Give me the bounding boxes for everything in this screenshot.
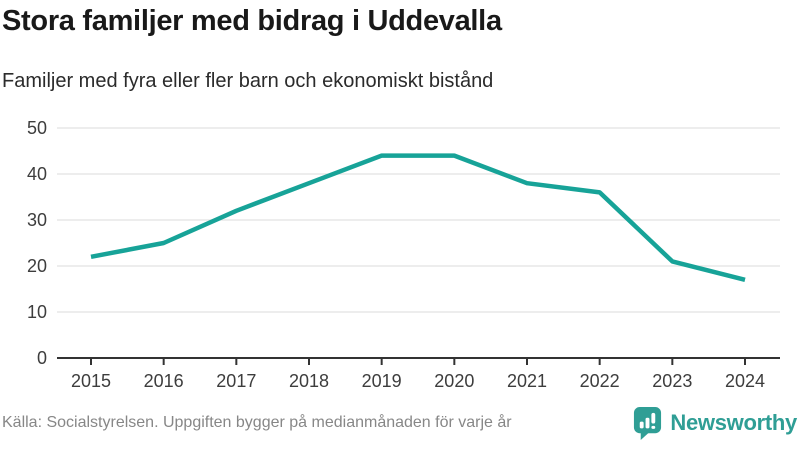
- chart-subtitle: Familjer med fyra eller fler barn och ek…: [2, 70, 494, 92]
- chart-title: Stora familjer med bidrag i Uddevalla: [2, 5, 502, 37]
- y-axis-tick-label: 0: [37, 348, 47, 368]
- newsworthy-logo: Newsworthy: [632, 406, 797, 441]
- y-axis-tick-label: 40: [27, 164, 47, 184]
- y-axis-tick-label: 50: [27, 118, 47, 138]
- line-chart-canvas: 0 10 20 30 40 50 2015 2016 2017 2018 2019 2020 2021 2…: [27, 118, 780, 391]
- x-axis-tick-label: 2018: [289, 371, 329, 391]
- x-axis-tick-label: 2020: [434, 371, 474, 391]
- data-line: [90, 153, 746, 282]
- source-note: Källa: Socialstyrelsen. Uppgiften bygger…: [2, 414, 512, 431]
- newsworthy-logo-icon: [634, 406, 662, 440]
- y-axis-tick-label: 20: [27, 256, 47, 276]
- line-chart: 0 10 20 30 40 50 2015 2016 2017 2018 2019 2020 2021 2…: [0, 110, 800, 402]
- chart-footer: Källa: Socialstyrelsen. Uppgiften bygger…: [0, 406, 800, 450]
- x-axis-tick-label: 2023: [652, 371, 692, 391]
- x-axis-tick-label: 2017: [216, 371, 256, 391]
- x-axis-tick-label: 2022: [580, 371, 620, 391]
- y-axis-tick-label: 30: [27, 210, 47, 230]
- x-axis-tick-label: 2024: [725, 371, 765, 391]
- x-axis-tick-label: 2016: [144, 371, 184, 391]
- newsworthy-logo-text: Newsworthy: [670, 410, 797, 435]
- y-axis-tick-label: 10: [27, 302, 47, 322]
- x-axis-tick-label: 2015: [71, 371, 111, 391]
- x-axis-tick-label: 2021: [507, 371, 547, 391]
- x-axis-tick-label: 2019: [362, 371, 402, 391]
